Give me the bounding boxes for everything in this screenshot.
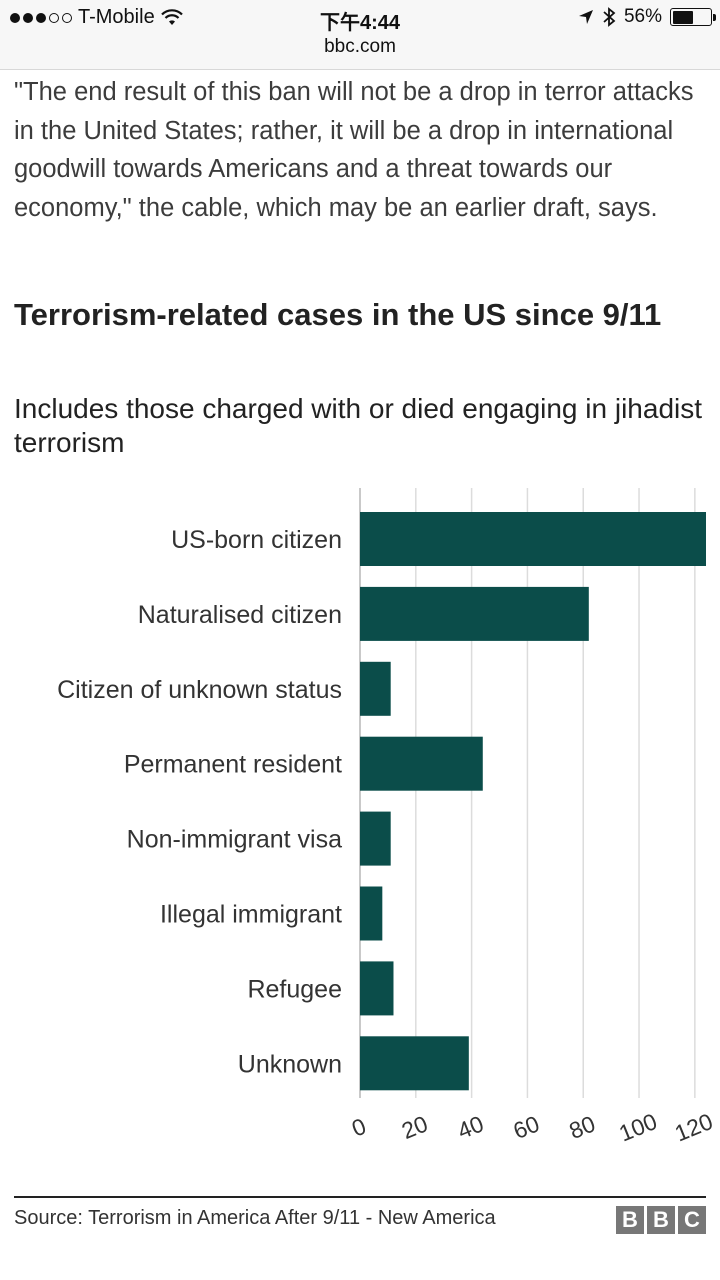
bar: [360, 736, 483, 791]
category-label: Refugee: [247, 975, 342, 1003]
bbc-logo-letter: C: [678, 1206, 706, 1234]
category-label: Permanent resident: [124, 751, 342, 779]
bar: [360, 586, 589, 641]
battery-percent: 56%: [623, 6, 662, 27]
category-label: Non-immigrant visa: [127, 826, 342, 854]
source-text: Source: Terrorism in America After 9/11 …: [14, 1207, 496, 1229]
bar: [360, 961, 394, 1016]
carrier-name: T-Mobile: [78, 6, 155, 28]
battery-icon: [670, 8, 716, 26]
bar: [360, 886, 383, 941]
bar-chart: US-born citizen Naturalised citizen Citize…: [57, 488, 716, 1146]
tick-label: 80: [565, 1110, 598, 1144]
bbc-logo-letter: B: [616, 1206, 644, 1234]
bar: [360, 512, 706, 566]
tick-label: 20: [398, 1110, 431, 1144]
category-label: Naturalised citizen: [138, 601, 342, 629]
category-label: Citizen of unknown status: [57, 676, 342, 704]
signal-dots-icon: [10, 12, 72, 23]
url-bar[interactable]: bbc.com: [324, 36, 396, 57]
tick-label: 40: [454, 1110, 487, 1144]
bar: [360, 661, 391, 716]
source-divider: [14, 1196, 706, 1198]
tick-label: 0: [348, 1113, 370, 1142]
clock: 下午4:44: [319, 12, 401, 34]
tick-label: 60: [510, 1110, 543, 1144]
tick-label: 100: [615, 1108, 660, 1146]
wifi-icon: [160, 8, 183, 25]
category-label: US-born citizen: [171, 526, 342, 554]
category-label: Unknown: [238, 1050, 342, 1078]
category-label: Illegal immigrant: [160, 901, 342, 929]
status-bar: T-Mobile 下午4:44 bbc.com 56%: [0, 0, 720, 70]
article-quote: "The end result of this ban will not be …: [14, 78, 694, 222]
bar: [360, 1036, 469, 1091]
bar: [360, 811, 391, 866]
tick-label: 120: [671, 1108, 716, 1146]
bbc-logo[interactable]: B B C: [616, 1206, 706, 1234]
location-arrow-icon: [578, 10, 593, 24]
chart-title: Terrorism-related cases in the US since …: [14, 297, 662, 332]
carrier-area: T-Mobile: [10, 6, 183, 29]
chart-subtitle: Includes those charged with or died enga…: [14, 393, 703, 458]
bbc-logo-letter: B: [647, 1206, 675, 1234]
status-right: 56%: [578, 6, 716, 28]
bluetooth-icon: [603, 7, 616, 27]
